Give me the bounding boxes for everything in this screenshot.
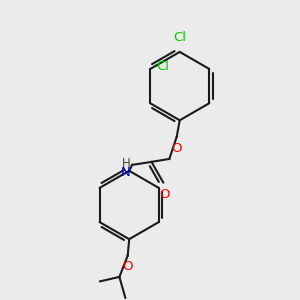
Text: Cl: Cl xyxy=(157,60,170,73)
Text: O: O xyxy=(171,142,181,155)
Text: O: O xyxy=(122,260,133,273)
Text: Cl: Cl xyxy=(173,32,186,44)
Text: H: H xyxy=(122,157,131,170)
Text: O: O xyxy=(159,188,170,201)
Text: N: N xyxy=(121,166,131,179)
